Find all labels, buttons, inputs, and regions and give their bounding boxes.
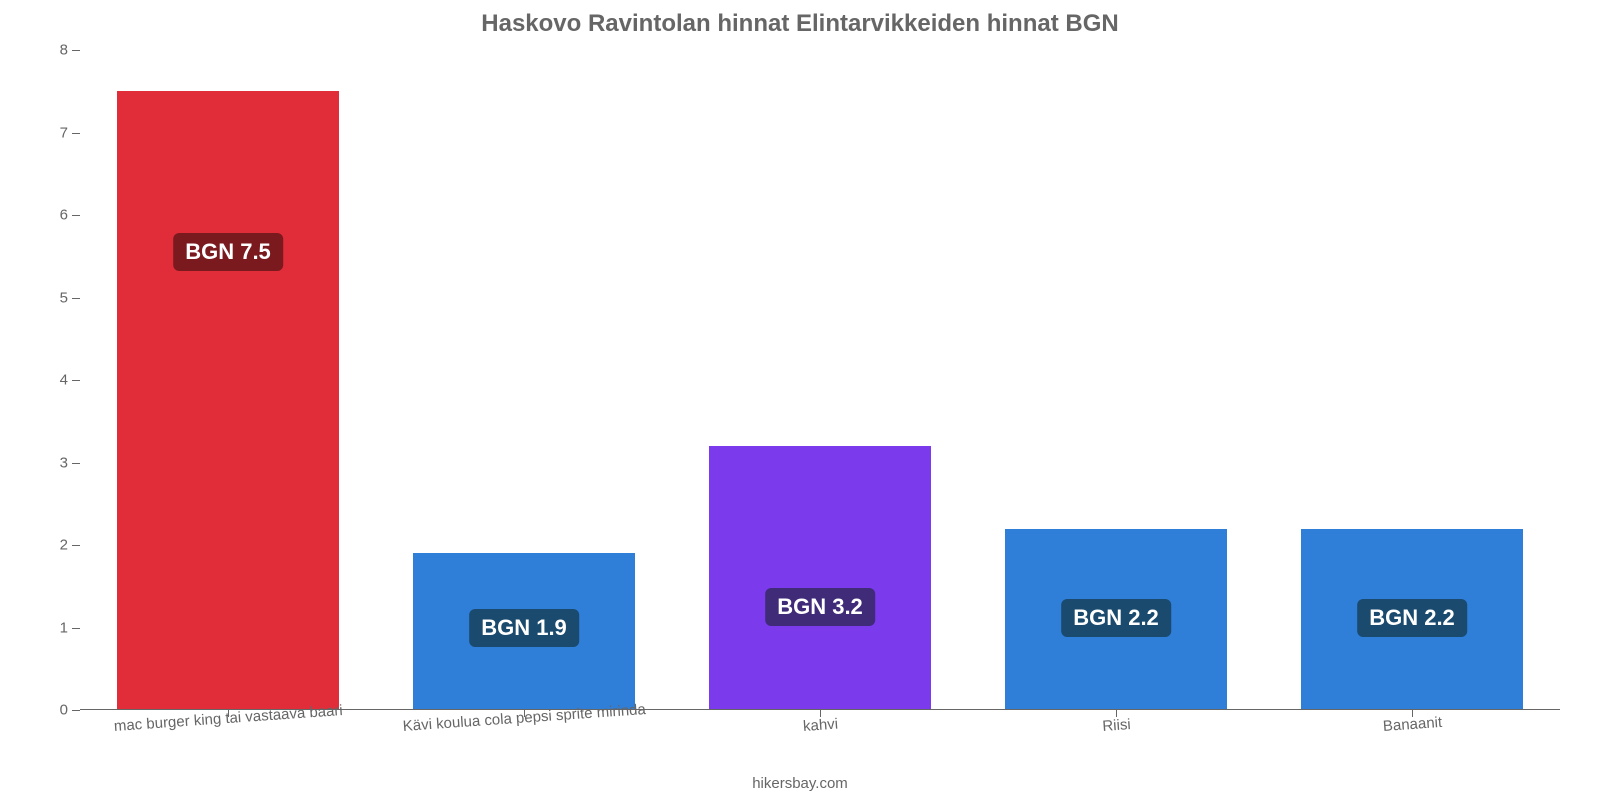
- y-tick: [72, 215, 80, 216]
- y-tick-label: 0: [60, 702, 68, 719]
- plot-area: 012345678 BGN 7.5BGN 1.9BGN 3.2BGN 2.2BG…: [80, 50, 1560, 710]
- bar-slot: BGN 3.2: [709, 50, 931, 710]
- y-tick: [72, 298, 80, 299]
- y-tick-label: 7: [60, 124, 68, 141]
- y-tick-label: 8: [60, 42, 68, 59]
- bar-slot: BGN 1.9: [413, 50, 635, 710]
- value-label: BGN 2.2: [1061, 599, 1171, 637]
- y-tick: [72, 710, 80, 711]
- bar-slot: BGN 2.2: [1005, 50, 1227, 710]
- x-axis-label: Riisi: [1102, 716, 1131, 735]
- y-tick: [72, 50, 80, 51]
- y-tick-label: 5: [60, 289, 68, 306]
- x-axis-label: kahvi: [802, 716, 838, 735]
- value-label: BGN 7.5: [173, 233, 283, 271]
- y-tick: [72, 133, 80, 134]
- y-tick: [72, 545, 80, 546]
- y-tick: [72, 463, 80, 464]
- y-tick-label: 6: [60, 207, 68, 224]
- y-tick-label: 1: [60, 619, 68, 636]
- bar-slot: BGN 2.2: [1301, 50, 1523, 710]
- value-label: BGN 3.2: [765, 588, 875, 626]
- attribution: hikersbay.com: [0, 775, 1600, 792]
- value-label: BGN 1.9: [469, 609, 579, 647]
- y-tick-label: 4: [60, 372, 68, 389]
- value-label: BGN 2.2: [1357, 599, 1467, 637]
- y-tick: [72, 628, 80, 629]
- bars-layer: BGN 7.5 BGN 1.9 BGN 3.2 BGN 2.2 BGN 2.2: [80, 50, 1560, 710]
- x-axis-label: Banaanit: [1382, 714, 1442, 735]
- bar: [709, 446, 931, 710]
- chart-title: Haskovo Ravintolan hinnat Elintarvikkeid…: [0, 0, 1600, 38]
- bar: [117, 91, 339, 710]
- y-tick: [72, 380, 80, 381]
- bar-chart: Haskovo Ravintolan hinnat Elintarvikkeid…: [0, 0, 1600, 800]
- x-axis-labels: mac burger king tai vastaava baariKävi k…: [80, 712, 1560, 762]
- y-tick-label: 2: [60, 537, 68, 554]
- bar-slot: BGN 7.5: [117, 50, 339, 710]
- y-tick-label: 3: [60, 454, 68, 471]
